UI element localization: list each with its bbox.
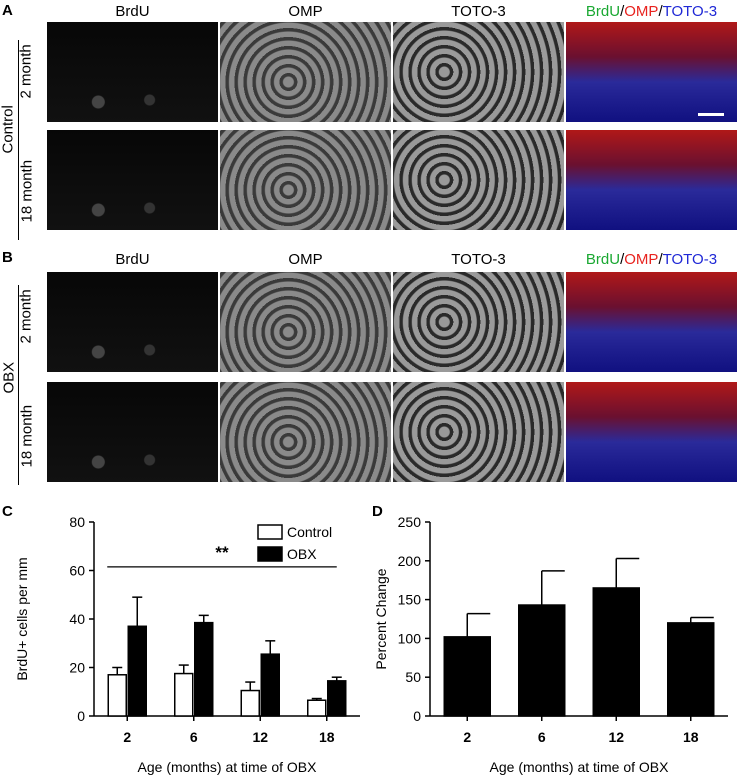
col-header-merge: BrdU/OMP/TOTO-3 bbox=[585, 3, 718, 20]
legend-label-control: Control bbox=[287, 524, 332, 540]
col-header-toto: TOTO-3 bbox=[451, 3, 506, 20]
col-header-omp: OMP bbox=[288, 3, 323, 20]
micrograph-tile bbox=[220, 272, 391, 372]
col-header-brdu-b: BrdU bbox=[115, 251, 150, 268]
row-label-2month: 2 month bbox=[17, 44, 35, 99]
row-label-18month: 18 month bbox=[18, 159, 36, 223]
bar bbox=[443, 636, 491, 717]
col-header-omp-b: OMP bbox=[288, 251, 323, 268]
bar bbox=[327, 680, 347, 717]
bar bbox=[240, 689, 260, 717]
micrograph-tile bbox=[393, 22, 564, 122]
y-tick-label: 200 bbox=[398, 553, 422, 569]
group-divider-obx bbox=[18, 285, 19, 485]
legend-label-obx: OBX bbox=[287, 546, 317, 562]
micrograph-tile bbox=[566, 272, 737, 372]
bar bbox=[307, 699, 327, 717]
significance-annotation: ** bbox=[215, 543, 229, 562]
y-tick-label: 150 bbox=[398, 592, 422, 608]
group-label-control: Control bbox=[0, 105, 17, 154]
y-tick-label: 20 bbox=[69, 660, 85, 676]
col-header-toto-b: TOTO-3 bbox=[451, 251, 506, 268]
group-divider-control bbox=[18, 40, 19, 240]
bar bbox=[260, 653, 280, 717]
x-tick-label: 2 bbox=[463, 729, 471, 745]
bar bbox=[127, 625, 147, 717]
x-tick-label: 12 bbox=[252, 729, 268, 745]
y-tick-label: 0 bbox=[77, 708, 85, 724]
x-tick-label: 18 bbox=[683, 729, 699, 745]
x-axis-label: Age (months) at time of OBX bbox=[138, 759, 318, 775]
bar bbox=[518, 604, 566, 717]
bar bbox=[107, 674, 127, 717]
y-axis-label: Percent Change bbox=[373, 568, 389, 669]
y-tick-label: 50 bbox=[405, 669, 421, 685]
micrograph-tile bbox=[220, 130, 391, 230]
y-tick-label: 250 bbox=[398, 514, 422, 530]
panel-b-label: B bbox=[2, 249, 13, 266]
row-label-18month-b: 18 month bbox=[18, 404, 36, 468]
micrograph-tile bbox=[220, 382, 391, 482]
bar bbox=[592, 587, 640, 717]
col-header-merge-b: BrdU/OMP/TOTO-3 bbox=[585, 251, 718, 268]
micrograph-tile bbox=[566, 130, 737, 230]
row-label-2month-b: 2 month bbox=[17, 289, 35, 344]
x-axis-label: Age (months) at time of OBX bbox=[490, 759, 670, 775]
col-header-brdu: BrdU bbox=[115, 3, 150, 20]
y-tick-label: 80 bbox=[69, 514, 85, 530]
bar bbox=[667, 622, 715, 717]
y-tick-label: 40 bbox=[69, 611, 85, 627]
panel-a-label: A bbox=[2, 2, 13, 19]
x-tick-label: 6 bbox=[538, 729, 546, 745]
chart-c: 0 20 40 60 80 2 6 12 18 ** Control OBX BrdU+ cells p… bbox=[14, 514, 360, 775]
micrograph-tile bbox=[47, 272, 218, 372]
micrograph-tile bbox=[393, 272, 564, 372]
x-tick-label: 2 bbox=[123, 729, 131, 745]
y-tick-label: 100 bbox=[398, 630, 422, 646]
micrograph-tile bbox=[566, 22, 737, 122]
micrograph-tile bbox=[47, 130, 218, 230]
bar bbox=[174, 672, 194, 717]
bar bbox=[194, 621, 214, 717]
legend-swatch-obx bbox=[257, 546, 283, 562]
micrograph-tile bbox=[566, 382, 737, 482]
scale-bar bbox=[698, 113, 724, 116]
y-axis-label: BrdU+ cells per mm bbox=[14, 557, 30, 680]
y-tick-label: 60 bbox=[69, 563, 85, 579]
micrograph-tile bbox=[393, 382, 564, 482]
micrograph-tile bbox=[220, 22, 391, 122]
legend-swatch-control bbox=[257, 524, 283, 540]
x-tick-label: 18 bbox=[319, 729, 335, 745]
chart-d: 0 50 100 150 200 250 2 6 12 18 Percent Change Age (… bbox=[373, 514, 728, 775]
micrograph-tile bbox=[47, 382, 218, 482]
panel-d-label: D bbox=[372, 503, 383, 520]
group-label-obx: OBX bbox=[0, 361, 18, 394]
x-tick-label: 12 bbox=[608, 729, 624, 745]
y-tick-label: 0 bbox=[413, 708, 421, 724]
panel-c-label: C bbox=[2, 503, 13, 520]
x-tick-label: 6 bbox=[190, 729, 198, 745]
micrograph-tile bbox=[47, 22, 218, 122]
micrograph-tile bbox=[393, 130, 564, 230]
